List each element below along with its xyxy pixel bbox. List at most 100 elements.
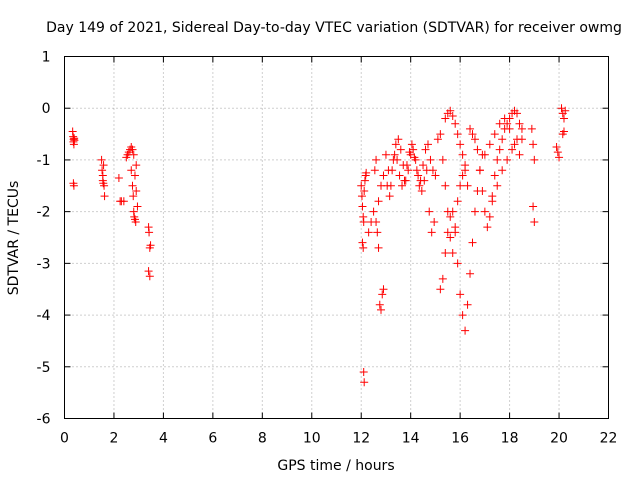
data-point <box>100 181 109 190</box>
data-point <box>400 176 409 185</box>
data-point <box>503 155 512 164</box>
data-point <box>461 326 470 335</box>
data-point <box>398 181 407 190</box>
data-point <box>493 181 502 190</box>
data-point <box>466 269 475 278</box>
data-point <box>448 249 457 258</box>
data-point <box>527 124 536 133</box>
data-point <box>495 119 504 128</box>
x-tick-label: 2 <box>109 431 118 447</box>
y-tick-label: 1 <box>42 50 51 66</box>
data-point <box>412 166 421 175</box>
data-point <box>99 161 108 170</box>
data-point <box>381 150 390 159</box>
data-point <box>359 367 368 376</box>
data-point <box>374 197 383 206</box>
data-point <box>553 148 562 157</box>
data-point <box>393 155 402 164</box>
data-point <box>369 207 378 216</box>
data-point <box>358 202 367 211</box>
data-point <box>146 241 155 250</box>
data-point <box>419 161 428 170</box>
data-point <box>483 223 492 232</box>
data-point <box>480 207 489 216</box>
data-point <box>407 140 416 149</box>
data-point <box>425 207 434 216</box>
data-point <box>145 272 154 281</box>
data-point <box>433 135 442 144</box>
data-point <box>114 174 123 183</box>
data-point <box>426 155 435 164</box>
data-point <box>438 274 447 283</box>
data-point <box>378 290 387 299</box>
data-point <box>70 136 79 145</box>
data-point <box>410 153 419 162</box>
data-point <box>379 285 388 294</box>
data-point <box>470 135 479 144</box>
data-point <box>374 243 383 252</box>
data-point <box>132 186 141 195</box>
data-point <box>441 249 450 258</box>
data-point <box>377 305 386 314</box>
data-point <box>358 238 367 247</box>
data-point <box>441 114 450 123</box>
data-point <box>372 217 381 226</box>
y-tick-label: -6 <box>37 412 51 428</box>
data-point <box>451 119 460 128</box>
data-point <box>379 171 388 180</box>
data-point <box>385 192 394 201</box>
data-point <box>468 238 477 247</box>
data-point <box>100 192 109 201</box>
data-point <box>495 145 504 154</box>
y-tick-label: 0 <box>42 101 51 117</box>
data-point <box>402 161 411 170</box>
data-point <box>552 143 561 151</box>
data-point <box>490 171 499 180</box>
data-point <box>480 150 489 159</box>
x-tick-label: 0 <box>60 431 69 447</box>
data-point <box>485 212 494 221</box>
data-point <box>390 150 399 159</box>
x-tick-label: 4 <box>159 431 168 447</box>
data-point <box>458 171 467 180</box>
data-point <box>97 155 106 164</box>
data-points <box>68 104 570 387</box>
data-point <box>98 166 107 175</box>
data-point <box>357 192 366 201</box>
data-point <box>473 145 482 154</box>
data-point <box>513 109 522 118</box>
data-point <box>503 119 512 128</box>
data-point <box>508 145 517 154</box>
data-point <box>383 181 392 190</box>
data-point <box>475 166 484 175</box>
data-point <box>446 233 455 242</box>
data-point <box>131 217 140 226</box>
data-point <box>456 290 465 299</box>
data-point <box>443 228 452 237</box>
data-point <box>128 181 137 190</box>
x-tick-label: 18 <box>501 431 519 447</box>
data-point <box>559 127 568 136</box>
data-point <box>453 259 462 268</box>
data-point <box>458 150 467 159</box>
grid-lines <box>64 56 609 419</box>
data-point <box>405 148 414 157</box>
x-tick-label: 16 <box>451 431 469 447</box>
data-point <box>446 212 455 221</box>
data-point <box>127 166 136 175</box>
data-point <box>373 228 382 237</box>
data-point <box>129 150 138 159</box>
data-point <box>414 171 423 180</box>
data-point <box>430 217 439 226</box>
data-point <box>478 186 487 195</box>
data-point <box>357 181 366 190</box>
data-point <box>396 145 405 154</box>
data-point <box>530 217 539 226</box>
data-point <box>360 378 369 387</box>
data-point <box>359 217 368 226</box>
x-tick-label: 10 <box>303 431 321 447</box>
x-tick-label: 6 <box>208 431 217 447</box>
data-point <box>493 155 502 164</box>
data-point <box>421 145 430 154</box>
